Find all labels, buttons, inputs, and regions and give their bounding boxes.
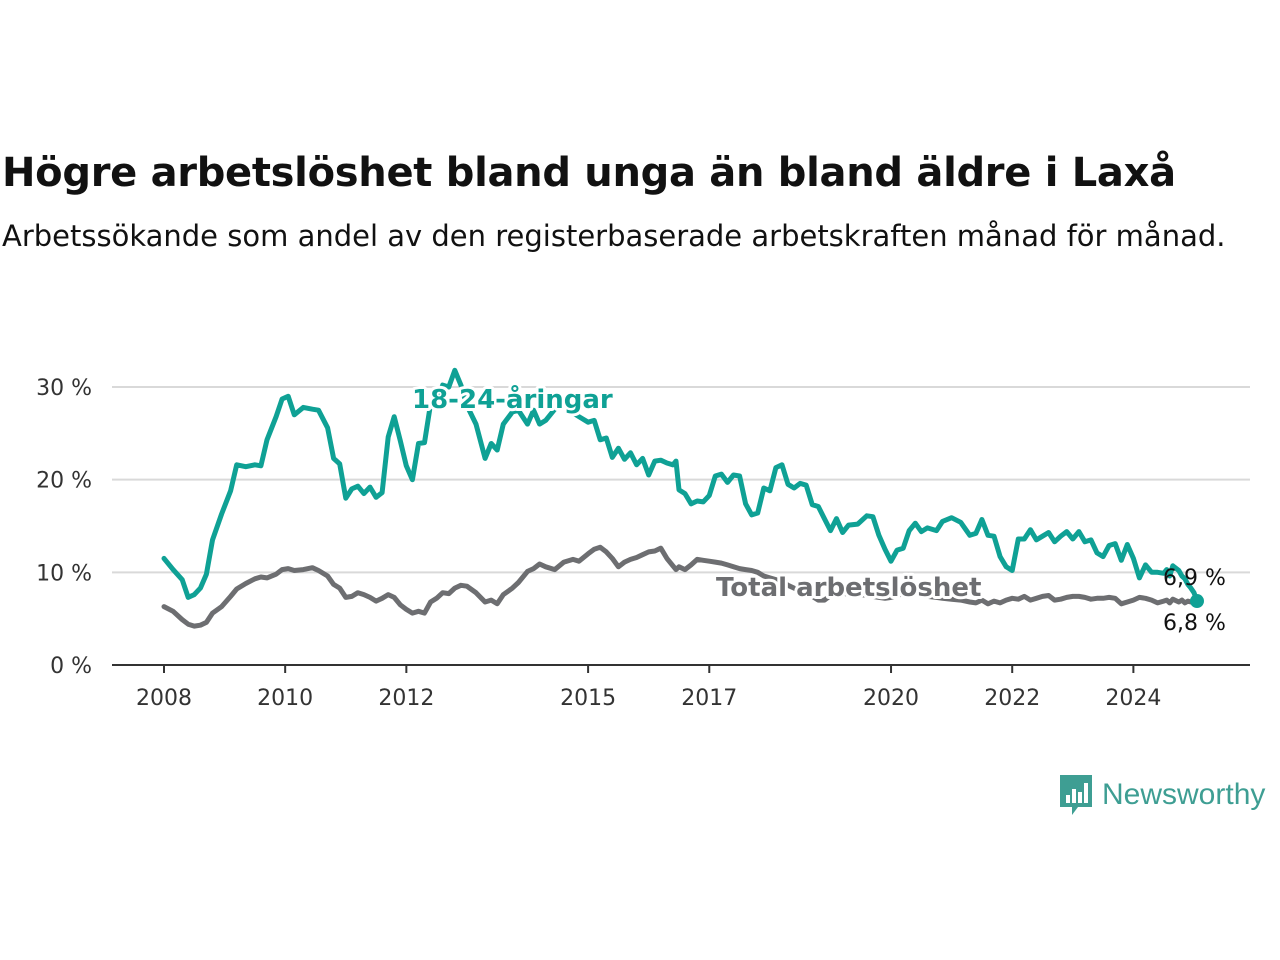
series-line-total [161, 544, 1200, 629]
series-label-youth: 18-24-åringar [412, 383, 613, 415]
y-tick-label: 30 % [36, 376, 92, 401]
x-tick-label: 2012 [378, 686, 434, 711]
y-axis-ticks: 0 % 10 % 20 % 30 % [36, 376, 92, 679]
series-lines [161, 367, 1204, 629]
x-tick-label: 2017 [681, 686, 737, 711]
series-end-marker [1190, 594, 1204, 609]
newsworthy-logo: Newsworthy [1058, 773, 1265, 817]
x-tick-label: 2010 [257, 686, 313, 711]
x-tick-label: 2022 [984, 686, 1040, 711]
series-label-total: Total arbetslöshet [716, 573, 981, 603]
series-line-youth [161, 367, 1200, 604]
series-labels: 18-24-åringar Total arbetslöshet 6,9 % 6,8 … [409, 380, 1226, 636]
grid-lines [112, 386, 1250, 574]
y-tick-label: 20 % [36, 469, 92, 494]
x-tick-label: 2015 [560, 686, 616, 711]
end-value-label-total: 6,8 % [1163, 611, 1226, 636]
logo-text: Newsworthy [1102, 778, 1266, 811]
end-value-label-youth: 6,9 % [1163, 566, 1226, 591]
x-tick-label: 2020 [863, 686, 919, 711]
chart-subtitle: Arbetssökande som andel av den registerb… [2, 219, 1226, 253]
x-tick-label: 2024 [1105, 686, 1161, 711]
chart-title: Högre arbetslöshet bland unga än bland ä… [2, 150, 1176, 196]
x-axis: 2008 2010 2012 2015 2017 2020 2022 2024 [112, 664, 1250, 711]
y-tick-label: 0 % [50, 654, 92, 679]
x-tick-label: 2008 [136, 686, 192, 711]
bar-chart-speech-bubble-icon [1060, 775, 1092, 815]
y-tick-label: 10 % [36, 561, 92, 586]
line-chart: 0 % 10 % 20 % 30 % 2008 2010 2012 2015 2017 2020… [36, 367, 1250, 711]
